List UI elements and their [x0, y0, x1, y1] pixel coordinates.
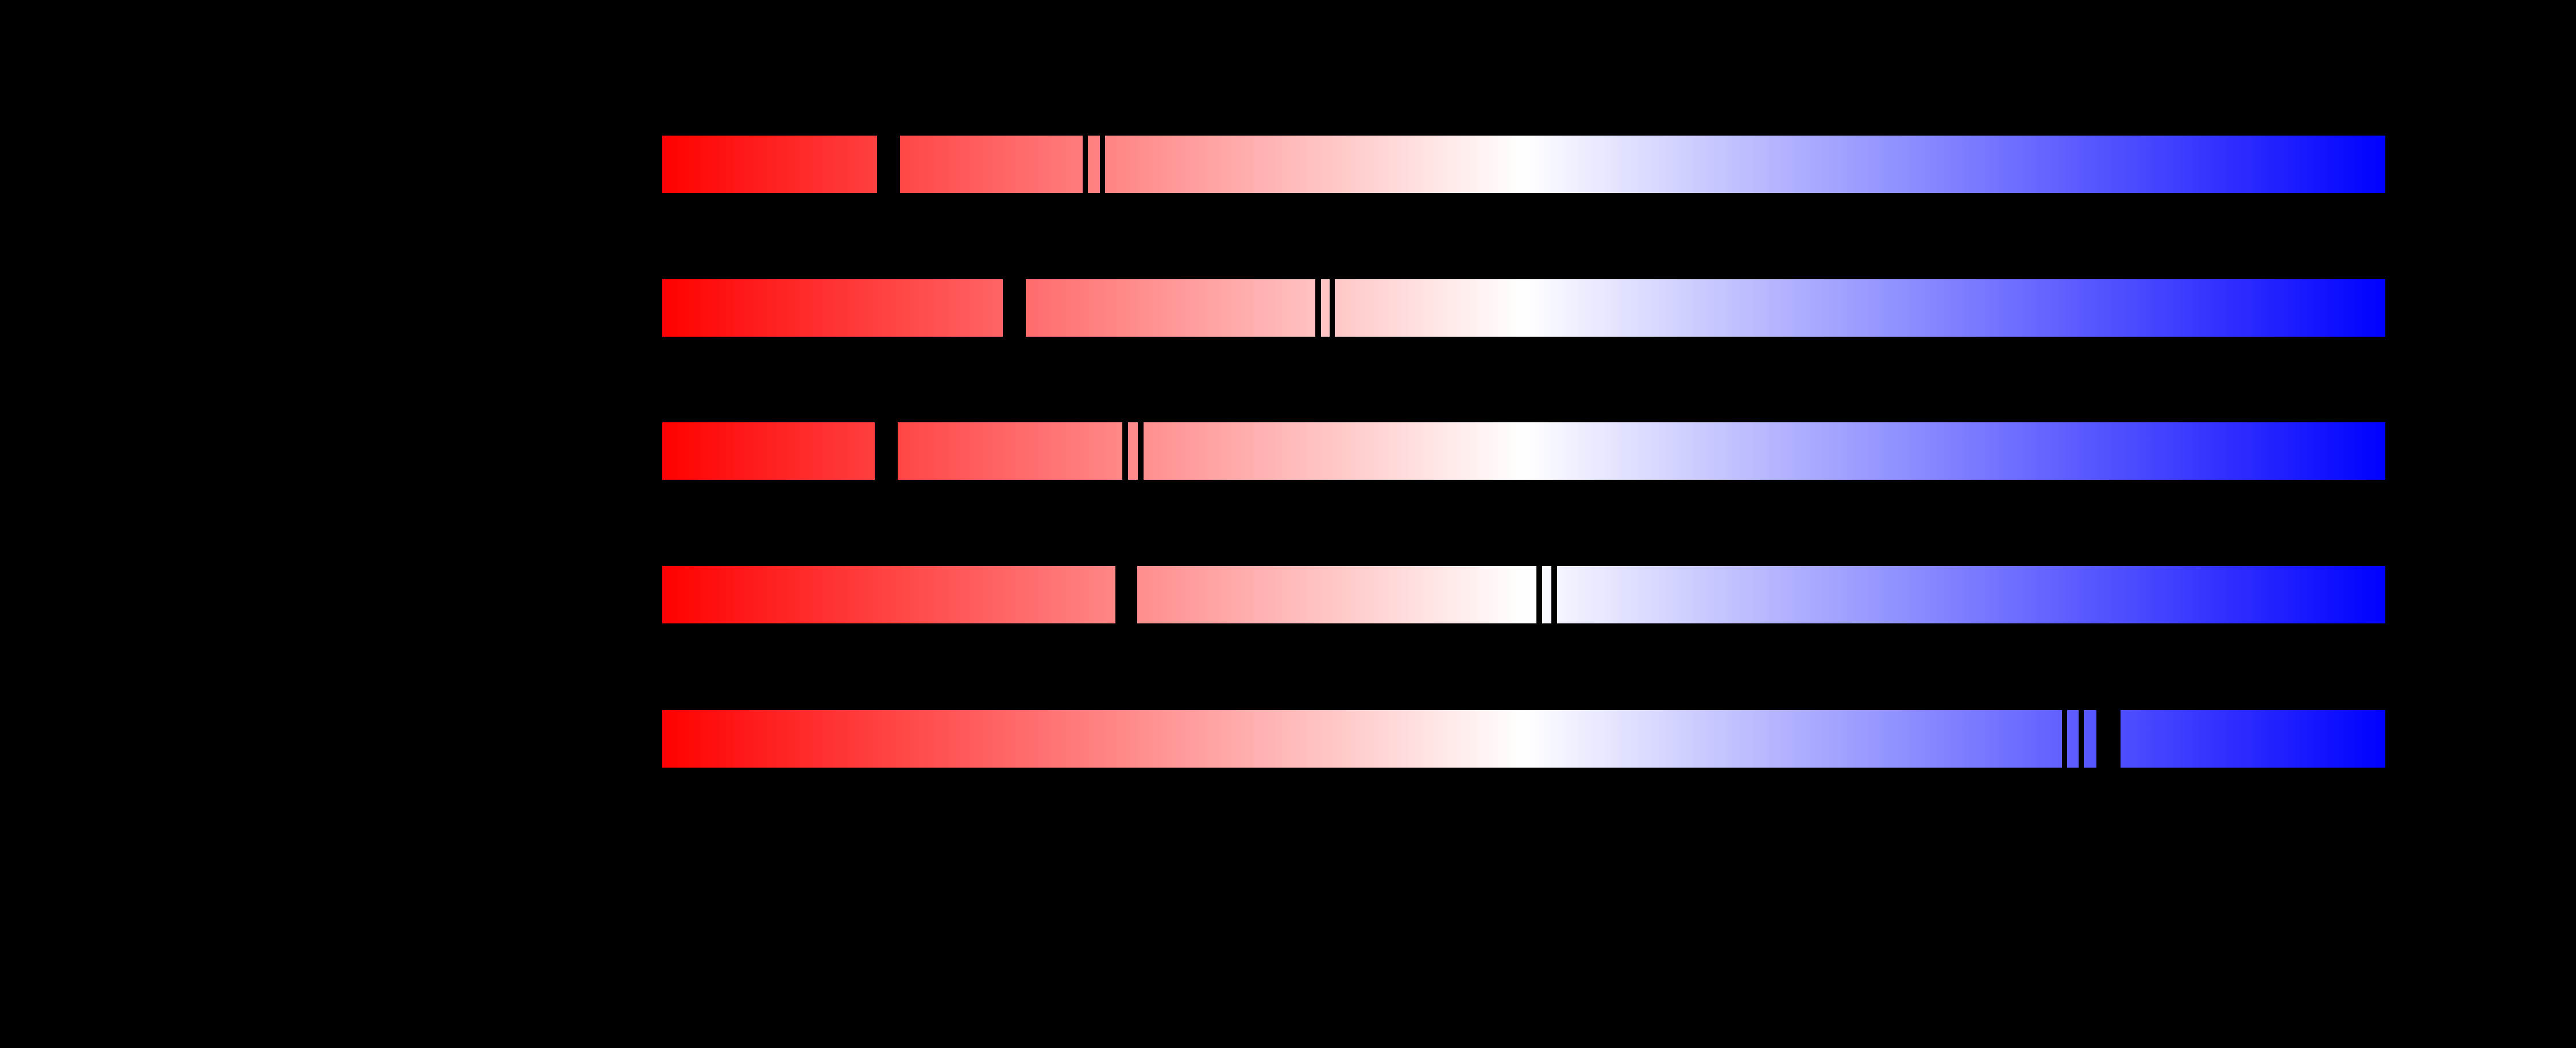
marker-tick-thin — [1099, 136, 1105, 193]
gradient-bar-row — [662, 710, 2385, 768]
marker-tick-thin — [1536, 566, 1542, 623]
marker-tick-thick — [1115, 566, 1137, 623]
marker-tick-thin — [1138, 422, 1144, 480]
gradient-bar-row — [662, 279, 2385, 337]
marker-tick-thin — [1551, 566, 1557, 623]
marker-tick-thin — [1082, 136, 1088, 193]
marker-tick-thin — [1122, 422, 1128, 480]
marker-tick-thick — [1003, 279, 1026, 337]
marker-tick-thick — [877, 136, 900, 193]
marker-tick-thin — [1315, 279, 1321, 337]
marker-tick-thin — [2061, 710, 2067, 768]
gradient-bar-row — [662, 422, 2385, 480]
marker-tick-thin — [1329, 279, 1335, 337]
marker-tick-thin — [2078, 710, 2084, 768]
marker-tick-thick — [875, 422, 898, 480]
gradient-bar-row — [662, 566, 2385, 623]
gradient-bar-row — [662, 136, 2385, 193]
marker-tick-thick — [2096, 710, 2121, 768]
